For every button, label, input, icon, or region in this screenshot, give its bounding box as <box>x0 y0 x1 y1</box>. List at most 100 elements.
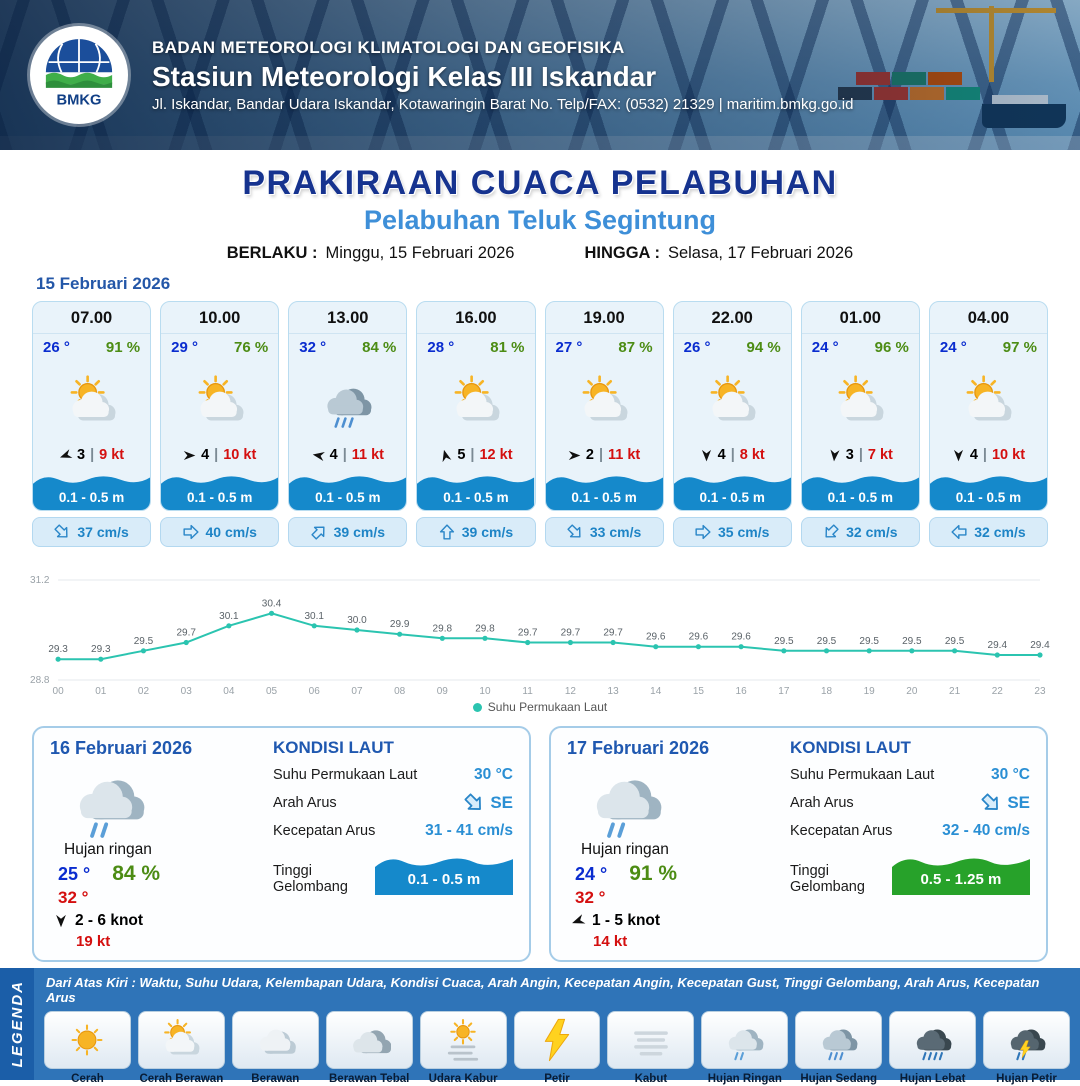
svg-text:28.8: 28.8 <box>30 675 50 686</box>
current-direction-row: Arah Arus SE <box>790 793 1030 813</box>
wind-speed-kt: 10 kt <box>223 447 257 463</box>
svg-text:29.7: 29.7 <box>603 628 623 639</box>
air-temp: 24 ° <box>811 339 839 356</box>
humidity: 96 % <box>874 339 909 356</box>
wave-height-label: Tinggi Gelombang <box>272 863 348 895</box>
current-direction-icon <box>695 524 711 540</box>
svg-text:30.1: 30.1 <box>304 611 324 622</box>
current-speed-row: Kecepatan Arus 31 - 41 cm/s <box>273 822 513 840</box>
wave-height-band: 0.1 - 0.5 m <box>161 468 279 510</box>
wave-height-value: 0.5 - 1.25 m <box>920 871 1002 888</box>
berlaku-value: Minggu, 15 Februari 2026 <box>325 244 515 262</box>
wind-speed-kt: 11 kt <box>351 447 384 463</box>
separator: | <box>90 447 95 463</box>
legend-label: Berawan Tebal <box>329 1073 410 1085</box>
wave-height-band: 0.1 - 0.5 m <box>33 468 151 510</box>
station-address: Jl. Iskandar, Bandar Udara Iskandar, Kot… <box>152 95 854 113</box>
current-speed-row: Kecepatan Arus 32 - 40 cm/s <box>790 822 1030 840</box>
wind-force: 3 <box>845 447 854 463</box>
forecast-time: 07.00 <box>33 302 151 334</box>
current-direction-icon <box>951 524 967 540</box>
gust-speed: 14 kt <box>593 933 628 950</box>
svg-text:12: 12 <box>565 686 577 697</box>
svg-text:29.5: 29.5 <box>945 636 965 647</box>
sea-conditions-title: KONDISI LAUT <box>272 738 394 757</box>
wind-row: 4 | 8 kt <box>674 447 791 468</box>
current-speed: 33 cm/s <box>589 524 642 540</box>
current-speed-value: 31 - 41 cm/s <box>425 822 513 839</box>
wind-force: 4 <box>717 447 726 463</box>
air-temp: 24 ° <box>939 339 967 356</box>
svg-text:29.5: 29.5 <box>774 636 794 647</box>
legend-item: Cerah Berawan <box>137 1011 225 1086</box>
wind-force: 4 <box>201 447 210 463</box>
forecast-card: 13.00 32 ° 84 % 4 | 11 kt <box>288 301 408 547</box>
legend-weather-icon <box>513 1011 601 1069</box>
forecast-card: 16.00 28 ° 81 % 5 | 12 kt <box>416 301 536 547</box>
wind-row: 3 | 7 kt <box>802 447 919 468</box>
legend-label: Cerah Berawan <box>139 1073 224 1085</box>
legend-item: Berawan <box>231 1011 319 1086</box>
current-direction-value: SE <box>490 793 513 812</box>
current-speed: 35 cm/s <box>718 524 770 540</box>
legend-item: Cerah <box>44 1011 131 1086</box>
forecast-section: 15 Februari 2026 07.00 26 ° 91 % 3 <box>0 272 1080 556</box>
port-illustration <box>0 0 1080 150</box>
svg-text:29.4: 29.4 <box>988 640 1008 651</box>
legend-item: Kabut <box>607 1011 695 1086</box>
legend-weather-icon <box>231 1011 319 1069</box>
current-chip: 39 cm/s <box>288 517 408 547</box>
svg-text:10: 10 <box>479 686 491 697</box>
current-chip: 32 cm/s <box>800 517 920 547</box>
weather-icon <box>930 356 1047 447</box>
svg-text:29.7: 29.7 <box>176 628 196 639</box>
svg-text:18: 18 <box>821 686 833 697</box>
wave-height-row: Tinggi Gelombang 0.5 - 1.25 m <box>790 849 1030 895</box>
current-speed: 40 cm/s <box>205 524 257 540</box>
air-temp: 27 ° <box>555 339 583 356</box>
sst-value: 30 °C <box>474 766 513 783</box>
wind-direction-icon <box>700 449 713 462</box>
current-chip: 35 cm/s <box>672 517 792 547</box>
svg-text:17: 17 <box>778 686 790 697</box>
wind-row: 3 | 9 kt <box>33 447 150 468</box>
chart-legend: Suhu Permukaan Laut <box>28 700 1052 714</box>
wave-height-row: Tinggi Gelombang 0.1 - 0.5 m <box>273 849 513 895</box>
forecast-time: 22.00 <box>673 302 791 334</box>
weather-condition: Hujan ringan <box>581 841 669 858</box>
svg-text:00: 00 <box>53 686 65 697</box>
wind-speed-kt: 11 kt <box>608 447 641 463</box>
wave-height-value: 0.1 - 0.5 m <box>443 490 509 505</box>
wave-height-band: 0.5 - 1.25 m <box>891 849 1030 895</box>
forecast-time: 16.00 <box>417 302 535 334</box>
wind-row: 4 | 11 kt <box>289 447 406 468</box>
weather-icon <box>161 356 278 447</box>
wind-direction-icon <box>827 448 841 462</box>
svg-text:08: 08 <box>394 686 406 697</box>
legend-item: Hujan Petir <box>983 1011 1070 1086</box>
sea-conditions-title: KONDISI LAUT <box>789 738 911 757</box>
forecast-card: 01.00 24 ° 96 % 3 | 7 kt <box>800 301 920 547</box>
weather-icon <box>58 759 162 841</box>
sst-label: Suhu Permukaan Laut <box>272 767 418 783</box>
air-temp: 26 ° <box>43 339 70 356</box>
legend-label: Udara Kabur <box>428 1073 498 1085</box>
legend-weather-icon <box>419 1011 507 1069</box>
separator: | <box>858 447 863 463</box>
forecast-cards-row: 07.00 26 ° 91 % 3 | 9 kt <box>32 301 1048 547</box>
svg-text:30.0: 30.0 <box>347 615 367 626</box>
weather-icon <box>802 356 919 447</box>
wave-height-value: 0.1 - 0.5 m <box>407 871 481 888</box>
legend-tab: LEGENDA <box>0 968 34 1080</box>
svg-text:29.4: 29.4 <box>1030 640 1050 651</box>
wind-force: 2 <box>585 447 594 463</box>
current-speed-label: Kecepatan Arus <box>272 823 376 839</box>
current-chip: 39 cm/s <box>416 517 536 547</box>
current-direction-icon <box>439 524 455 540</box>
svg-text:03: 03 <box>181 686 193 697</box>
temp-min: 25 ° <box>58 864 91 884</box>
humidity: 97 % <box>1002 339 1037 356</box>
forecast-time: 01.00 <box>801 302 919 334</box>
chart-legend-label: Suhu Permukaan Laut <box>487 700 608 714</box>
legend-item: Udara Kabur <box>419 1011 507 1086</box>
